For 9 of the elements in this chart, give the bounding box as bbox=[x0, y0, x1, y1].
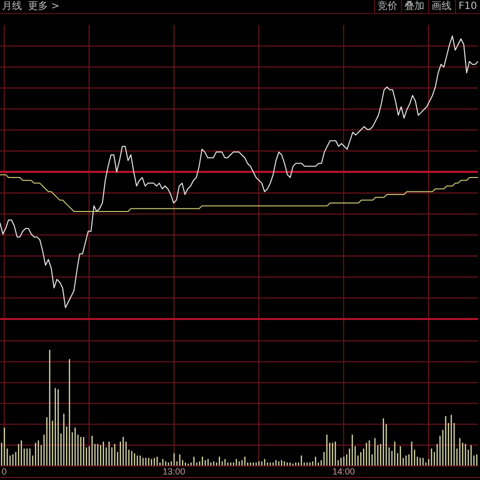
text: 叠加 bbox=[400, 0, 428, 13]
x-tick-label: 13:00 bbox=[162, 466, 186, 476]
text: 月线 bbox=[2, 0, 22, 13]
text: 更多 > bbox=[28, 0, 60, 13]
x-tick-label: 0 bbox=[2, 466, 7, 476]
text: 画线 bbox=[428, 0, 455, 13]
text: F10 bbox=[454, 0, 480, 13]
text: 竞价 bbox=[374, 0, 401, 13]
x-tick-label: 14:00 bbox=[332, 466, 355, 476]
